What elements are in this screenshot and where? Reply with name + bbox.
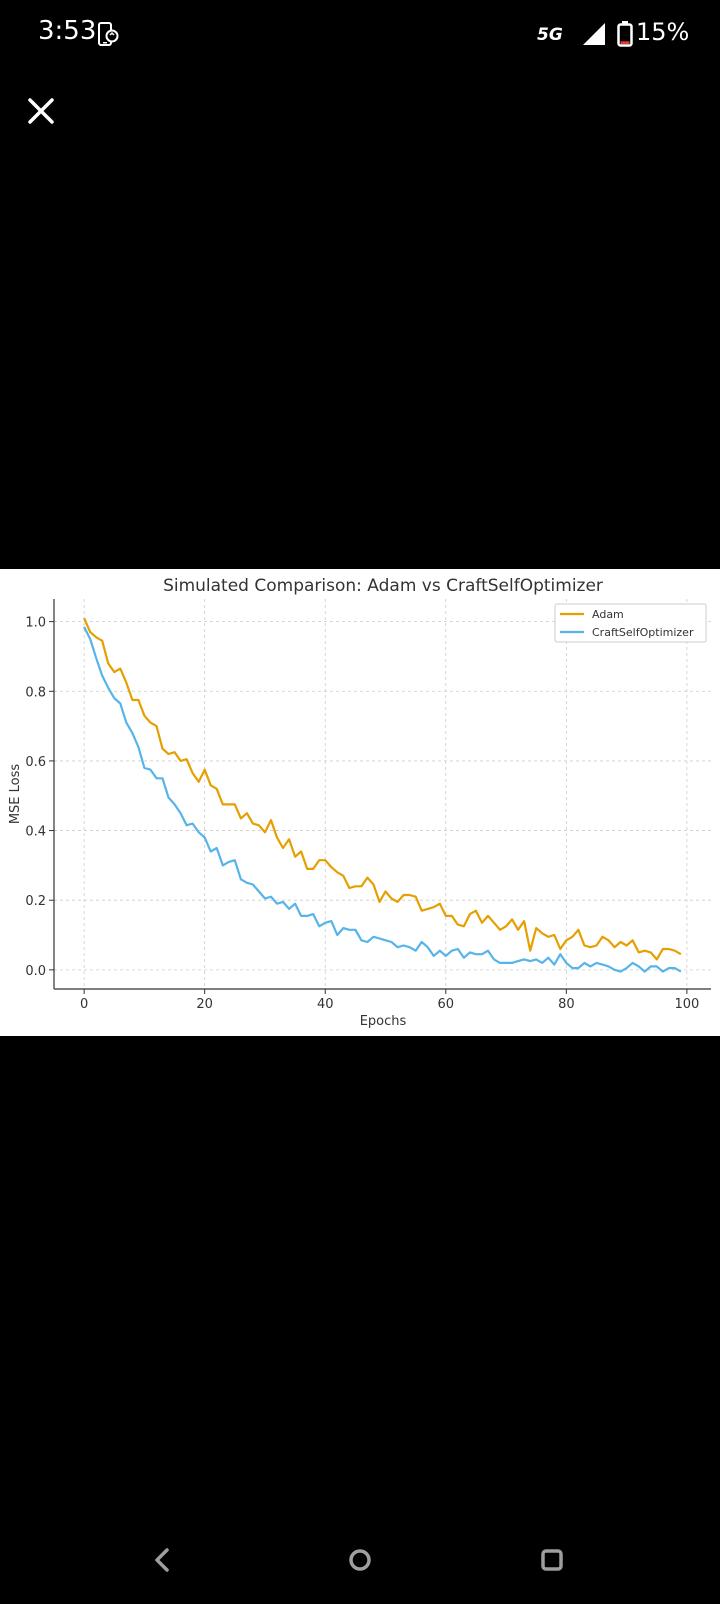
y-tick-label: 1.0	[25, 616, 46, 631]
chart-title: Simulated Comparison: Adam vs CraftSelfO…	[163, 576, 603, 596]
recents-icon[interactable]	[530, 1538, 574, 1582]
status-time: 3:53	[38, 16, 97, 46]
x-tick-label: 0	[80, 997, 88, 1012]
y-tick-label: 0.4	[25, 825, 46, 840]
x-tick-label: 40	[317, 997, 334, 1012]
x-tick-label: 60	[438, 997, 455, 1012]
legend-box	[554, 603, 707, 643]
signal-icon	[583, 23, 605, 45]
back-icon[interactable]	[141, 1538, 185, 1582]
navigation-bar	[0, 1530, 720, 1590]
x-tick-label: 100	[674, 997, 699, 1012]
home-icon[interactable]	[338, 1538, 382, 1582]
series-line-adam	[83, 617, 682, 961]
close-icon[interactable]	[26, 96, 56, 126]
battery-percent: 15%	[636, 18, 690, 46]
y-tick-label: 0.6	[25, 755, 46, 770]
legend-label: CraftSelfOptimizer	[592, 626, 694, 639]
phone-sync-icon	[98, 22, 119, 46]
battery-icon	[617, 21, 633, 47]
y-tick-label: 0.8	[25, 685, 46, 700]
network-type: 5G	[537, 25, 563, 45]
x-axis-label: Epochs	[360, 1014, 407, 1029]
chart-image: 0 20 40 60 80 100 0.0 0.2 0.4 0.6 0.8 1.0 Simulated …	[0, 569, 720, 1036]
series-line-craftselfoptimizer	[83, 626, 682, 973]
x-tick-label: 80	[558, 997, 575, 1012]
y-tick-label: 0.0	[25, 964, 46, 979]
line-chart: 0 20 40 60 80 100 0.0 0.2 0.4 0.6 0.8 1.0 Simulated …	[8, 576, 711, 1029]
y-axis-label: MSE Loss	[8, 764, 23, 825]
legend-label: Adam	[592, 608, 624, 621]
x-tick-label: 20	[196, 997, 213, 1012]
y-tick-label: 0.2	[25, 894, 46, 909]
status-bar: 3:53 5G 15%	[0, 0, 720, 70]
